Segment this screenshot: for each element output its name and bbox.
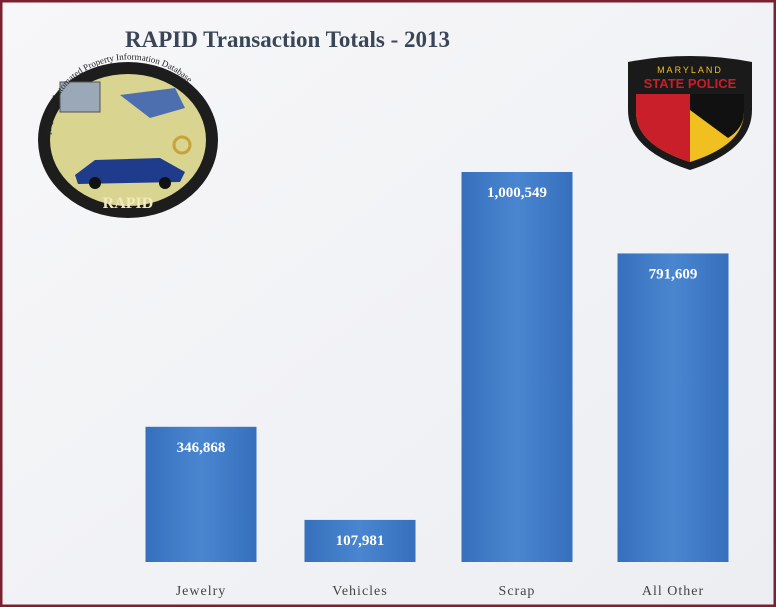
x-tick-label: All Other: [642, 584, 704, 599]
logo-text: STATE POLICE: [644, 76, 737, 91]
chart: RAPID Transaction Totals - 2013 Regional…: [0, 0, 776, 607]
x-tick-label: Scrap: [499, 584, 536, 599]
logo-text: RAPID: [103, 195, 154, 212]
page: {"chart_data": {"type": "bar", "title": …: [0, 0, 776, 607]
value-label: 346,868: [177, 440, 226, 456]
bar: [462, 172, 573, 562]
value-label: 1,000,549: [487, 185, 547, 201]
bar: [618, 253, 729, 562]
rapid-logo: Regional Automated Property Information …: [38, 52, 218, 218]
value-label: 107,981: [336, 533, 385, 549]
x-tick-label: Jewelry: [176, 584, 227, 599]
x-tick-label: Vehicles: [332, 584, 387, 599]
chart-title: RAPID Transaction Totals - 2013: [125, 27, 450, 52]
logo-text: MARYLAND: [657, 65, 723, 75]
value-label: 791,609: [649, 266, 698, 282]
